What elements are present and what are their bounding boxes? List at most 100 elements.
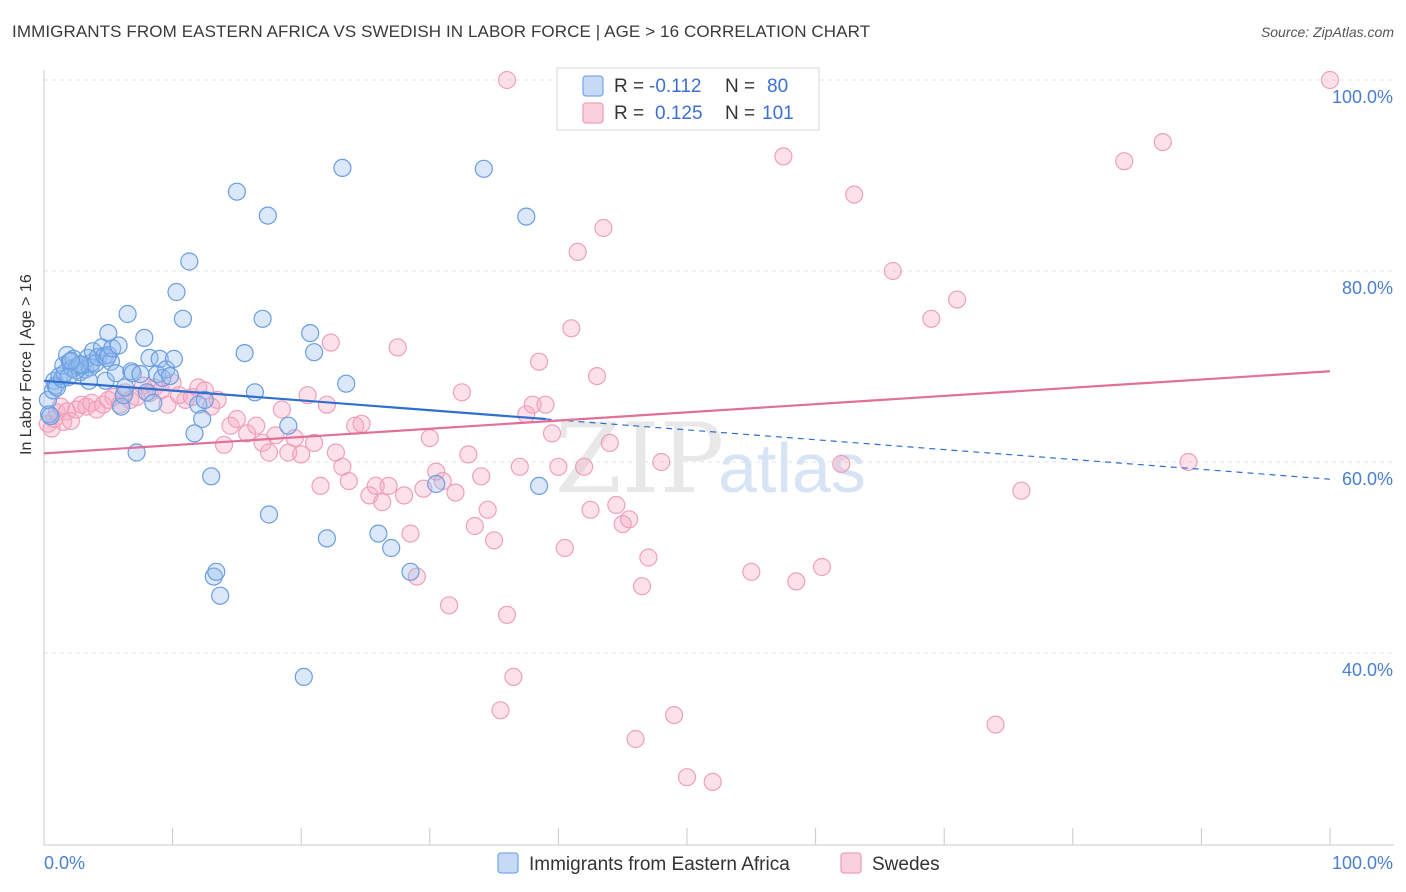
y-tick-label-100: 100.0% [1332,87,1393,107]
swedes-point-106 [947,290,967,309]
eastern-africa-point-33 [70,355,90,374]
swedes-point-37 [247,416,266,435]
eastern-africa-point-80 [333,158,352,177]
swedes-point-70 [459,445,478,464]
eastern-africa-point-73 [259,505,279,524]
eastern-africa-point-47 [131,365,150,384]
swedes-point-41 [272,400,291,419]
swedes-point-45 [298,386,317,405]
eastern-africa-point-74 [258,206,277,225]
swedes-point-58 [379,476,398,495]
eastern-africa-point-36 [99,324,118,343]
eastern-africa-point-58 [167,282,186,302]
eastern-africa-point-76 [294,667,313,687]
swedes-point-92 [600,433,619,452]
eastern-africa-point-78 [305,343,324,362]
swedes-point-73 [478,500,497,519]
swedes-point-69 [452,383,471,402]
swedes-point-82 [536,395,555,414]
swedes-point-54 [352,414,371,433]
swedes-point-74 [485,531,504,550]
eastern-africa-point-86 [474,159,493,178]
swedes-point-108 [1012,481,1031,500]
swedes-point-32 [208,390,227,409]
swedes-point-60 [395,486,414,505]
eastern-africa-point-2 [41,407,60,426]
swedes-point-75 [491,701,510,720]
swedes-point-113 [497,70,517,90]
swedes-point-96 [626,729,645,749]
swedes-point-64 [420,429,439,448]
eastern-africa-point-57 [164,349,183,368]
swedes-point-47 [311,476,330,495]
swedes-point-104 [883,261,902,281]
legend-n-value-1: 80 [767,76,788,97]
eastern-africa-point-56 [160,367,180,386]
eastern-africa-point-65 [202,467,221,486]
legend-swatch-pink [582,102,604,124]
eastern-africa-point-34 [61,351,81,370]
eastern-africa-point-32 [79,371,99,390]
swedes-point-117 [742,562,761,581]
swedes-point-81 [529,352,549,371]
y-tick-label-80: 80.0% [1342,278,1393,298]
source-label: Source: ZipAtlas.com [1260,24,1394,40]
eastern-africa-point-45 [123,364,142,383]
swedes-point-89 [581,500,600,519]
swedes-point-91 [594,218,613,238]
swedes-point-88 [574,457,594,476]
eastern-africa-point-39 [109,336,128,355]
swedes-point-99 [652,452,671,472]
swedes-point-48 [317,395,336,414]
swedes-point-98 [639,548,658,567]
eastern-africa-point-79 [317,529,336,548]
eastern-africa-trend-line [43,379,546,421]
swedes-point-67 [440,596,459,615]
swedes-point-85 [555,538,574,558]
swedes-point-109 [1115,152,1134,171]
swedes-point-103 [845,185,864,204]
series-label-swedes: Swedes [872,854,940,875]
swedes-point-57 [373,493,392,512]
legend-n-value-2: 101 [762,103,794,124]
eastern-africa-point-48 [135,328,154,347]
eastern-africa-point-53 [150,349,169,368]
eastern-africa-point-81 [337,374,356,393]
swedes-point-118 [787,572,806,591]
gridlines [44,79,1394,654]
swedes-point-80 [523,395,542,414]
swedes-point-95 [619,510,639,529]
eastern-africa-point-6 [47,378,67,397]
swedes-point-56 [366,476,385,495]
y-tick-labels: 40.0% 60.0% 80.0% 100.0% [1332,87,1393,680]
swedes-point-78 [510,457,529,476]
correlation-legend: R = -0.112 N = 80 R = 0.125 N = 101 [556,67,820,131]
swedes-point-90 [587,367,607,386]
swedes-point-52 [339,472,358,491]
legend-r-value-1: -0.112 [649,76,701,97]
swedes-point-61 [401,524,420,543]
eastern-africa-point-60 [180,252,199,271]
swedes-point-93 [607,495,626,515]
eastern-africa-point-40 [112,397,131,416]
eastern-africa-point-61 [185,424,204,443]
legend-r-label-1: R = [614,76,644,97]
swedes-point-72 [472,467,491,486]
eastern-africa-point-84 [401,562,420,581]
x-ticks: 0.0% 100.0% [44,828,1393,873]
eastern-africa-point-88 [529,476,549,495]
chart-title: IMMIGRANTS FROM EASTERN AFRICA VS SWEDIS… [12,22,871,41]
legend-n-label-1: N = [725,76,755,97]
swedes-point-39 [259,443,279,462]
eastern-africa-point-69 [227,182,246,201]
y-tick-label-60: 60.0% [1342,469,1393,489]
swedes-point-35 [227,409,246,429]
swedes-point-59 [388,338,407,357]
swedes-point-105 [922,309,941,328]
swedes-point-46 [305,433,324,452]
series-legend: Immigrants from Eastern Africa Swedes [497,852,940,875]
swedes-point-87 [568,242,587,261]
swedes-point-76 [497,605,517,624]
eastern-africa-point-72 [253,309,272,328]
swedes-point-111 [1179,452,1198,472]
